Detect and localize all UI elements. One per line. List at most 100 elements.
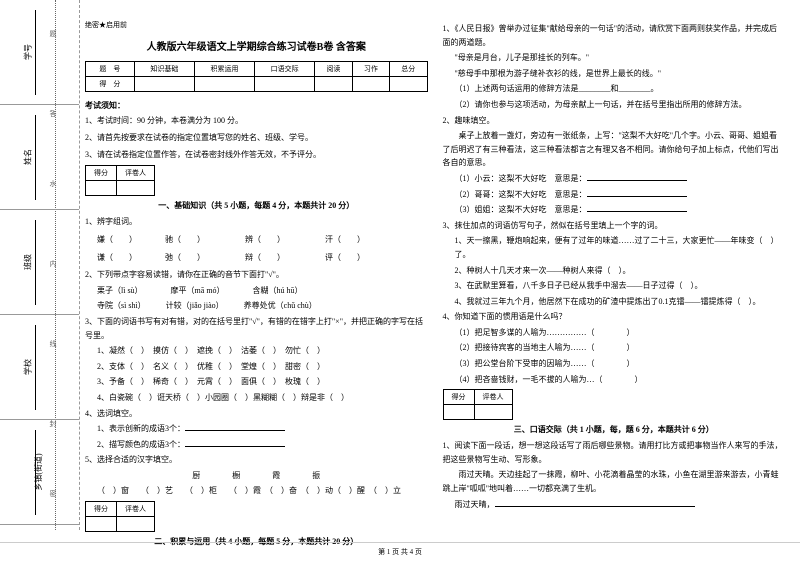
char: 汗（ ） — [325, 235, 365, 244]
cell: 评卷人 — [117, 502, 155, 517]
chars: 厨 橱 霞 振 — [85, 469, 428, 483]
fill-line — [35, 10, 36, 95]
char: 评（ ） — [325, 253, 365, 262]
cell: 得分 — [86, 166, 117, 181]
blank — [587, 211, 687, 212]
char: 辩（ ） — [245, 252, 325, 263]
item: 3、予备（ ） 稀奇（ ） 元霄（ ） 面俱（ ） 枚瑰（ ） — [85, 375, 428, 389]
prompt-label: 雨过天晴， — [455, 500, 495, 509]
line: "慈母手中那根为游子缝补衣衫的线，是世界上最长的线。" — [443, 67, 786, 81]
sub-label: 2、描写颜色的成语3个： — [97, 440, 185, 449]
sidebar-section: 班级 — [0, 210, 79, 315]
seal-text: 线 — [48, 340, 58, 347]
cell — [117, 517, 155, 532]
item: 1、凝然（ ） 摸仿（ ） 遮挽（ ） 沽萎（ ） 勿忙（ ） — [85, 344, 428, 358]
notice: 2、请首先按要求在试卷的指定位置填写您的姓名、班级、学号。 — [85, 132, 428, 145]
char: 弛（ ） — [165, 252, 245, 263]
question: 2、趣味填空。 — [443, 114, 786, 128]
line: （2）请你也参与这项活动，为母亲献上一句话，并在括号里指出所用的修辞方法。 — [443, 98, 786, 112]
sub-label: 1、表示创新的成语3个： — [97, 424, 185, 433]
cell — [390, 77, 427, 92]
sidebar-section: 学校 — [0, 315, 79, 420]
cell: 积累运用 — [194, 62, 254, 77]
seal-text: 水 — [48, 180, 58, 187]
sidebar-label: 姓名 — [23, 149, 34, 165]
cell: 总分 — [390, 62, 427, 77]
cell: 阅读 — [315, 62, 352, 77]
score-table: 题 号 知识基础 积累运用 口语交际 阅读 习作 总分 得 分 — [85, 61, 428, 92]
notice: 3、请在试卷指定位置作答，在试卷密封线外作答无效，不予评分。 — [85, 149, 428, 162]
text: 雨过天晴。天边挂起了一抹霞，柳叶、小花滴着晶莹的水珠，小鱼在湖里游来游去，小青蛙… — [443, 468, 786, 495]
char-row: 嫌（ ） — [85, 233, 165, 247]
cell — [194, 77, 254, 92]
cell — [474, 405, 512, 420]
notice: 1、考试时间：90 分钟，本卷满分为 100 分。 — [85, 115, 428, 128]
text: 桌子上放着一盏灯，旁边有一张纸条，上写："这梨不大好吃"几个字。小云、哥哥、姐姐… — [443, 129, 786, 170]
sub: 2、描写颜色的成语3个： — [85, 438, 428, 452]
sub: 1、表示创新的成语3个： — [85, 422, 428, 436]
item: 1、天一擦黑，鞭炮响起来，便有了过年的味道……过了二十三，大家更忙——年味变（ … — [443, 234, 786, 261]
question: 4、你知道下面的惯用语是什么吗？ — [443, 310, 786, 324]
cell: 题 号 — [86, 62, 135, 77]
char: 驰（ ） — [165, 234, 245, 245]
char: 辨（ ） — [245, 234, 325, 245]
blanks: （ ）窗 （ ）艺 （ ）柜 （ ）霞 （ ）奋 （ ）动（ ）醒 （ ）立 — [85, 484, 428, 498]
blank — [185, 430, 285, 431]
line: （1）上述两句话运用的修辞方法是________和________。 — [443, 82, 786, 96]
cell — [315, 77, 352, 92]
item: 2、种树人十几天才来一次——种树人来得（ ）。 — [443, 264, 786, 278]
sidebar-label: 学号 — [23, 44, 34, 60]
left-column: 绝密★启用前 人教版六年级语文上学期综合练习试卷B卷 含答案 题 号 知识基础 … — [85, 20, 428, 551]
right-column: 1、《人民日报》曾举办过征集"献给母亲的一句话"的活动，请欣赏下面两则获奖作品，… — [443, 20, 786, 551]
cell: 评卷人 — [474, 390, 512, 405]
cell: 评卷人 — [117, 166, 155, 181]
pinyin-row: 栗子（lì sù） 摩平（mā mó） 含糊（hú hū） — [85, 284, 428, 298]
cell — [352, 77, 389, 92]
fill-line — [35, 325, 36, 410]
item-label: （3）姐姐：这梨不大好吃 意思是： — [455, 205, 587, 214]
score-box: 得分评卷人 — [85, 501, 155, 532]
question: 3、下面的词语书写有对有错，对的在括号里打"√"，有错的在错字上打"×"，并把正… — [85, 315, 428, 342]
seal-text: 封 — [48, 420, 58, 427]
notice-title: 考试须知： — [85, 100, 428, 111]
cell: 得分 — [86, 502, 117, 517]
section3-title: 三、口语交际（共 1 小题，每，题 6 分，本题共计 6 分） — [443, 424, 786, 435]
fill-line — [35, 115, 36, 200]
item: （2）把接待宾客的当地主人喻为……（ ） — [443, 341, 786, 355]
item: （3）把公堂台阶下受审的因喻为……（ ） — [443, 357, 786, 371]
item: （4）把吝啬钱财，一毛不拔的人喻为…（ ） — [443, 373, 786, 387]
cell: 知识基础 — [134, 62, 194, 77]
cell — [443, 405, 474, 420]
seal-text: 题 — [48, 30, 58, 37]
question: 1、《人民日报》曾举办过征集"献给母亲的一句话"的活动，请欣赏下面两则获奖作品，… — [443, 22, 786, 49]
pinyin-row: 寺院（sì shì） 计较（jiǎo jiào） 养尊处优（chǔ chù） — [85, 299, 428, 313]
question: 1、阅读下面一段话，想一想这段话写了雨后哪些景物。请用打比方或把事物当作人来写的… — [443, 439, 786, 466]
seal-text: 内 — [48, 260, 58, 267]
item: （1）小云：这梨不大好吃 意思是： — [443, 172, 786, 186]
item-label: （1）小云：这梨不大好吃 意思是： — [455, 174, 587, 183]
exam-title: 人教版六年级语文上学期综合练习试卷B卷 含答案 — [85, 38, 428, 53]
item: 4、白瓷碗（ ）诳天桥（ ）小园圈（ ）黑糊糊（ ）辩是非（ ） — [85, 391, 428, 405]
blank — [495, 506, 695, 507]
sidebar-section: 乡镇(街道) — [0, 420, 79, 525]
score-box: 得分评卷人 — [443, 389, 513, 420]
item-label: （2）哥哥：这梨不大好吃 意思是： — [455, 190, 587, 199]
sidebar-section: 学号 — [0, 0, 79, 105]
seal-text: 答 — [48, 110, 58, 117]
item: 3、在武默里算看，八千多日子已经从我手中溜去——日子过得（ ）。 — [443, 279, 786, 293]
table-row: 题 号 知识基础 积累运用 口语交际 阅读 习作 总分 — [86, 62, 428, 77]
question: 5、选择合适的汉字填空。 — [85, 453, 428, 467]
sidebar-label: 班级 — [23, 254, 34, 270]
prompt: 雨过天晴， — [443, 498, 786, 512]
item: 4、我就过三年九个月，他居然下在成功的矿渣中提炼出了0.1克镭——镭提炼得（ ）… — [443, 295, 786, 309]
item: （2）哥哥：这梨不大好吃 意思是： — [443, 188, 786, 202]
sidebar-section: 姓名 — [0, 105, 79, 210]
question: 2、下列带点字容易读错，请你在正确的音节下面打"√"。 — [85, 268, 428, 282]
question: 3、抹住加点的词语仿写句子，然似在括号里填上一个字的词。 — [443, 219, 786, 233]
fill-line — [35, 430, 36, 515]
answer-sidebar: 学号 姓名 班级 学校 乡镇(街道) 题 答 水 内 线 封 密 — [0, 0, 80, 530]
cell — [255, 77, 315, 92]
question: 4、选词填空。 — [85, 407, 428, 421]
page-footer: 第 1 页 共 4 页 — [0, 542, 800, 557]
question: 1、辨字组词。 — [85, 215, 428, 229]
